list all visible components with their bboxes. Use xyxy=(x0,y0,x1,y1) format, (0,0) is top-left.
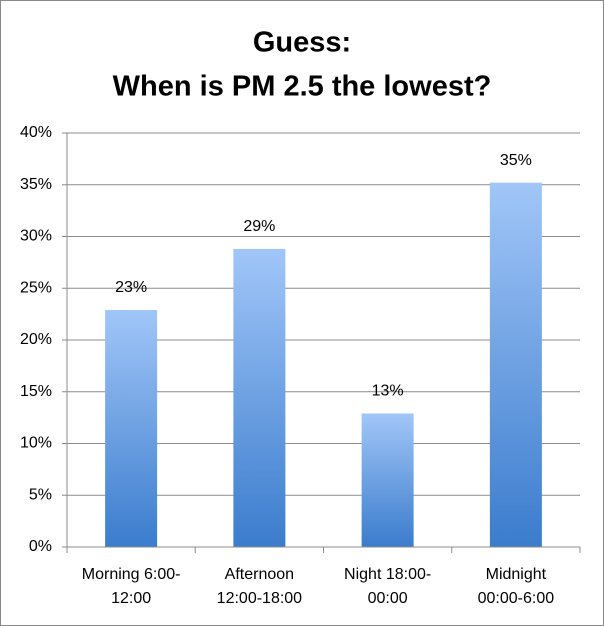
y-tick-label: 25% xyxy=(20,279,52,296)
chart-title: Guess: xyxy=(253,27,351,59)
y-tick-label: 0% xyxy=(29,538,52,555)
x-tick-label: 00:00-6:00 xyxy=(478,590,555,607)
x-tick-label: 12:00 xyxy=(111,590,151,607)
x-tick-label: Afternoon xyxy=(225,566,294,583)
y-tick-label: 15% xyxy=(20,383,52,400)
data-label: 35% xyxy=(500,152,532,169)
x-tick-label: 12:00-18:00 xyxy=(217,590,303,607)
data-label: 29% xyxy=(243,218,275,235)
y-tick-label: 40% xyxy=(20,124,52,141)
bar xyxy=(233,248,286,548)
bar xyxy=(361,413,414,547)
x-tick-label: Night 18:00- xyxy=(344,566,431,583)
y-tick-label: 10% xyxy=(20,435,52,452)
bar xyxy=(489,182,542,547)
x-tick-label: Midnight xyxy=(486,566,547,583)
y-tick-label: 20% xyxy=(20,331,52,348)
y-tick-label: 5% xyxy=(29,486,52,503)
y-tick-label: 30% xyxy=(20,228,52,245)
data-label: 13% xyxy=(372,383,404,400)
data-label: 23% xyxy=(115,279,147,296)
chart-title: When is PM 2.5 the lowest? xyxy=(113,71,492,103)
bar xyxy=(105,309,158,547)
x-tick-label: Morning 6:00- xyxy=(82,566,181,583)
x-tick-label: 00:00 xyxy=(368,590,408,607)
y-tick-label: 35% xyxy=(20,176,52,193)
